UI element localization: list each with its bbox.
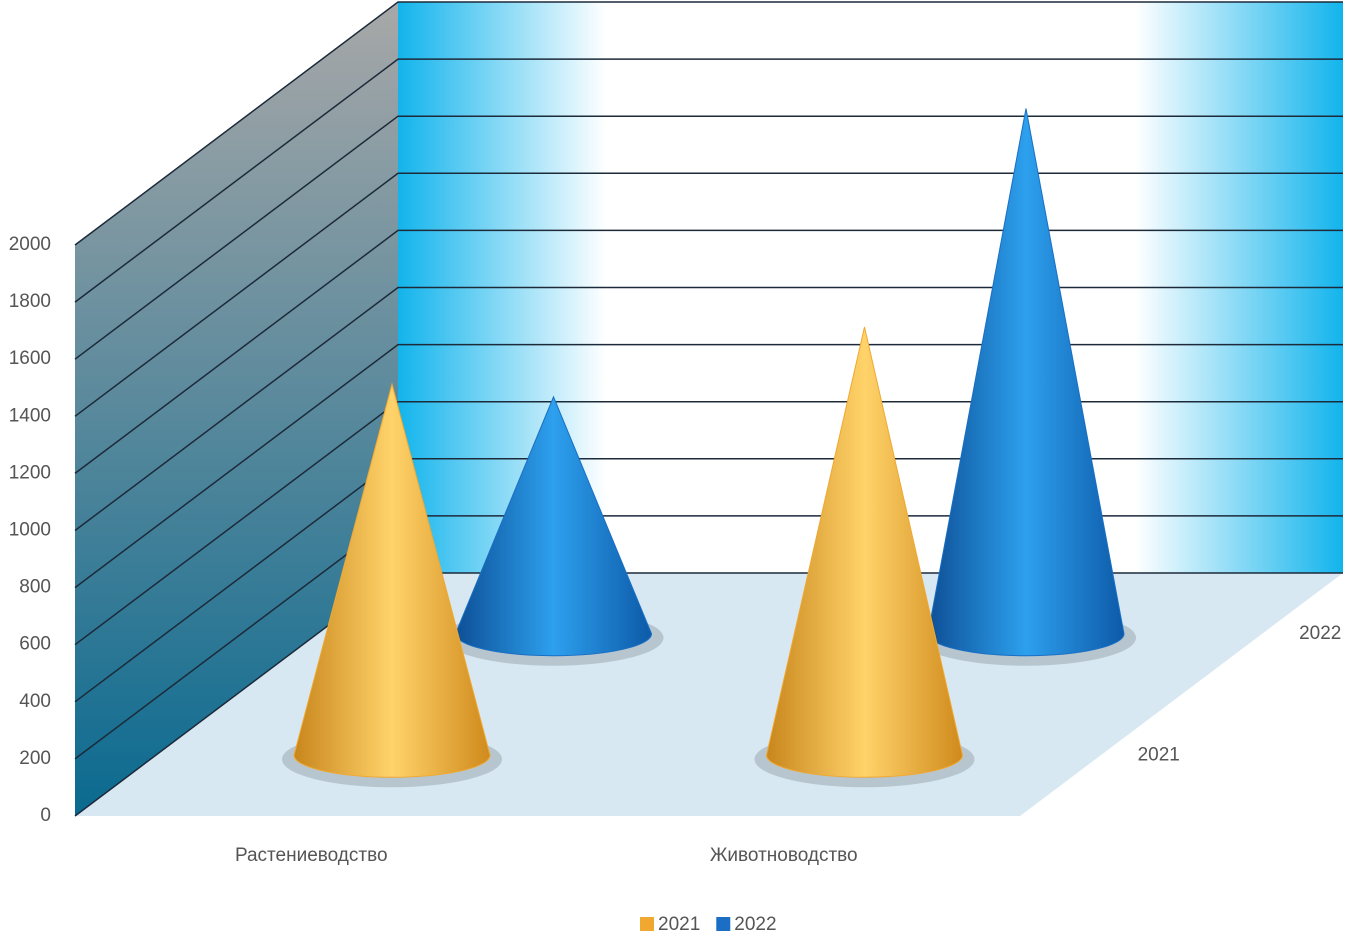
y-tick-label: 0 <box>40 805 51 826</box>
grid-line <box>74 58 1343 303</box>
y-tick-label: 400 <box>19 691 51 712</box>
cone <box>927 108 1125 657</box>
x-tick-label: Животноводство <box>710 845 858 866</box>
legend-swatch <box>716 917 731 931</box>
legend-label: 2021 <box>658 914 700 935</box>
grid-line <box>74 1 1343 246</box>
cone <box>765 326 964 778</box>
x-tick-label: Растениеводство <box>235 845 388 866</box>
cone <box>293 382 491 778</box>
grid-line <box>74 115 1343 360</box>
depth-label: 2022 <box>1299 623 1341 644</box>
walls: 0 200 400 600 800 1000 1200 1400 1600 1800 2000 Рас… <box>9 1 1343 866</box>
y-tick-label: 2000 <box>9 234 51 255</box>
plot <box>282 108 1136 788</box>
y-tick-label: 1000 <box>9 520 51 541</box>
y-tick-label: 200 <box>19 748 51 769</box>
cone <box>454 395 653 657</box>
y-tick-label: 800 <box>19 577 51 598</box>
depth-label: 2021 <box>1138 744 1180 765</box>
y-tick-label: 1600 <box>9 348 51 369</box>
legend-label: 2022 <box>734 914 776 935</box>
legend-swatch <box>640 917 654 931</box>
y-tick-label: 1400 <box>9 405 51 426</box>
y-tick-label: 600 <box>19 634 51 655</box>
y-tick-label: 1800 <box>9 291 51 312</box>
y-tick-label: 1200 <box>9 462 51 483</box>
